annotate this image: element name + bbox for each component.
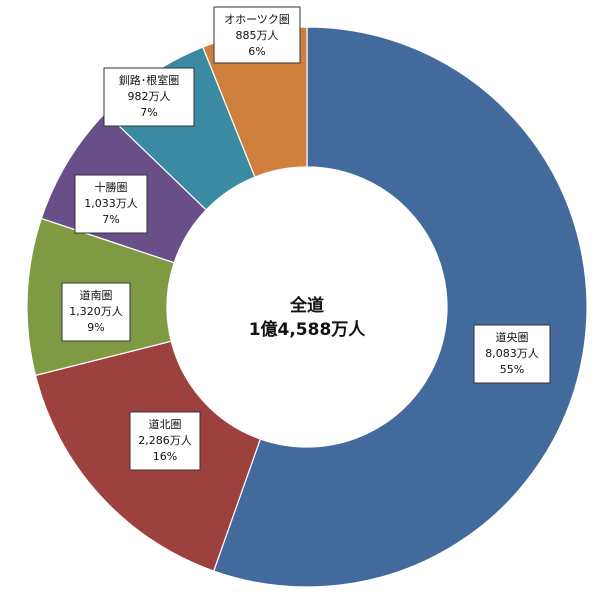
slice-percent: 9% xyxy=(87,321,104,334)
slice-label-4: 釧路･根室圏 982万人 7% xyxy=(103,67,195,127)
slice-label-box xyxy=(473,324,551,384)
slice-percent: 7% xyxy=(140,106,157,119)
slice-value: 1,320万人 xyxy=(69,305,123,318)
slice-name: 釧路･根室圏 xyxy=(119,73,180,87)
slice-label-box xyxy=(61,282,131,342)
slice-label-1: 道北圏 2,286万人 16% xyxy=(129,411,201,471)
slice-name: 十勝圏 xyxy=(95,180,128,194)
labels-layer: 道央圏 8,083万人 55% 道北圏 2,286万人 16% 道南圏 1,320万人 9% 十勝… xyxy=(61,6,551,471)
slice-label-3: 十勝圏 1,033万人 7% xyxy=(74,174,148,234)
slice-percent: 7% xyxy=(102,213,119,226)
slice-label-box xyxy=(103,67,195,127)
slice-value: 885万人 xyxy=(236,29,279,42)
slice-label-0: 道央圏 8,083万人 55% xyxy=(473,324,551,384)
slice-percent: 6% xyxy=(248,45,265,58)
slice-label-box xyxy=(213,6,301,64)
slice-label-box xyxy=(74,174,148,234)
slice-name: 道北圏 xyxy=(149,417,182,431)
slice-value: 982万人 xyxy=(128,90,171,103)
slice-percent: 16% xyxy=(153,450,177,463)
slice-label-box xyxy=(129,411,201,471)
slice-label-2: 道南圏 1,320万人 9% xyxy=(61,282,131,342)
slice-label-5: オホーツク圏 885万人 6% xyxy=(213,6,301,64)
slice-name: 道南圏 xyxy=(80,288,113,302)
center-hole xyxy=(167,167,447,447)
center-title: 全道 xyxy=(289,295,324,316)
slice-value: 8,083万人 xyxy=(485,347,539,360)
center-total: 1億4,588万人 xyxy=(249,319,367,340)
slice-value: 1,033万人 xyxy=(84,197,138,210)
slice-name: オホーツク圏 xyxy=(224,13,290,26)
slice-value: 2,286万人 xyxy=(138,434,192,447)
slice-percent: 55% xyxy=(500,363,524,376)
slice-name: 道央圏 xyxy=(496,330,529,344)
